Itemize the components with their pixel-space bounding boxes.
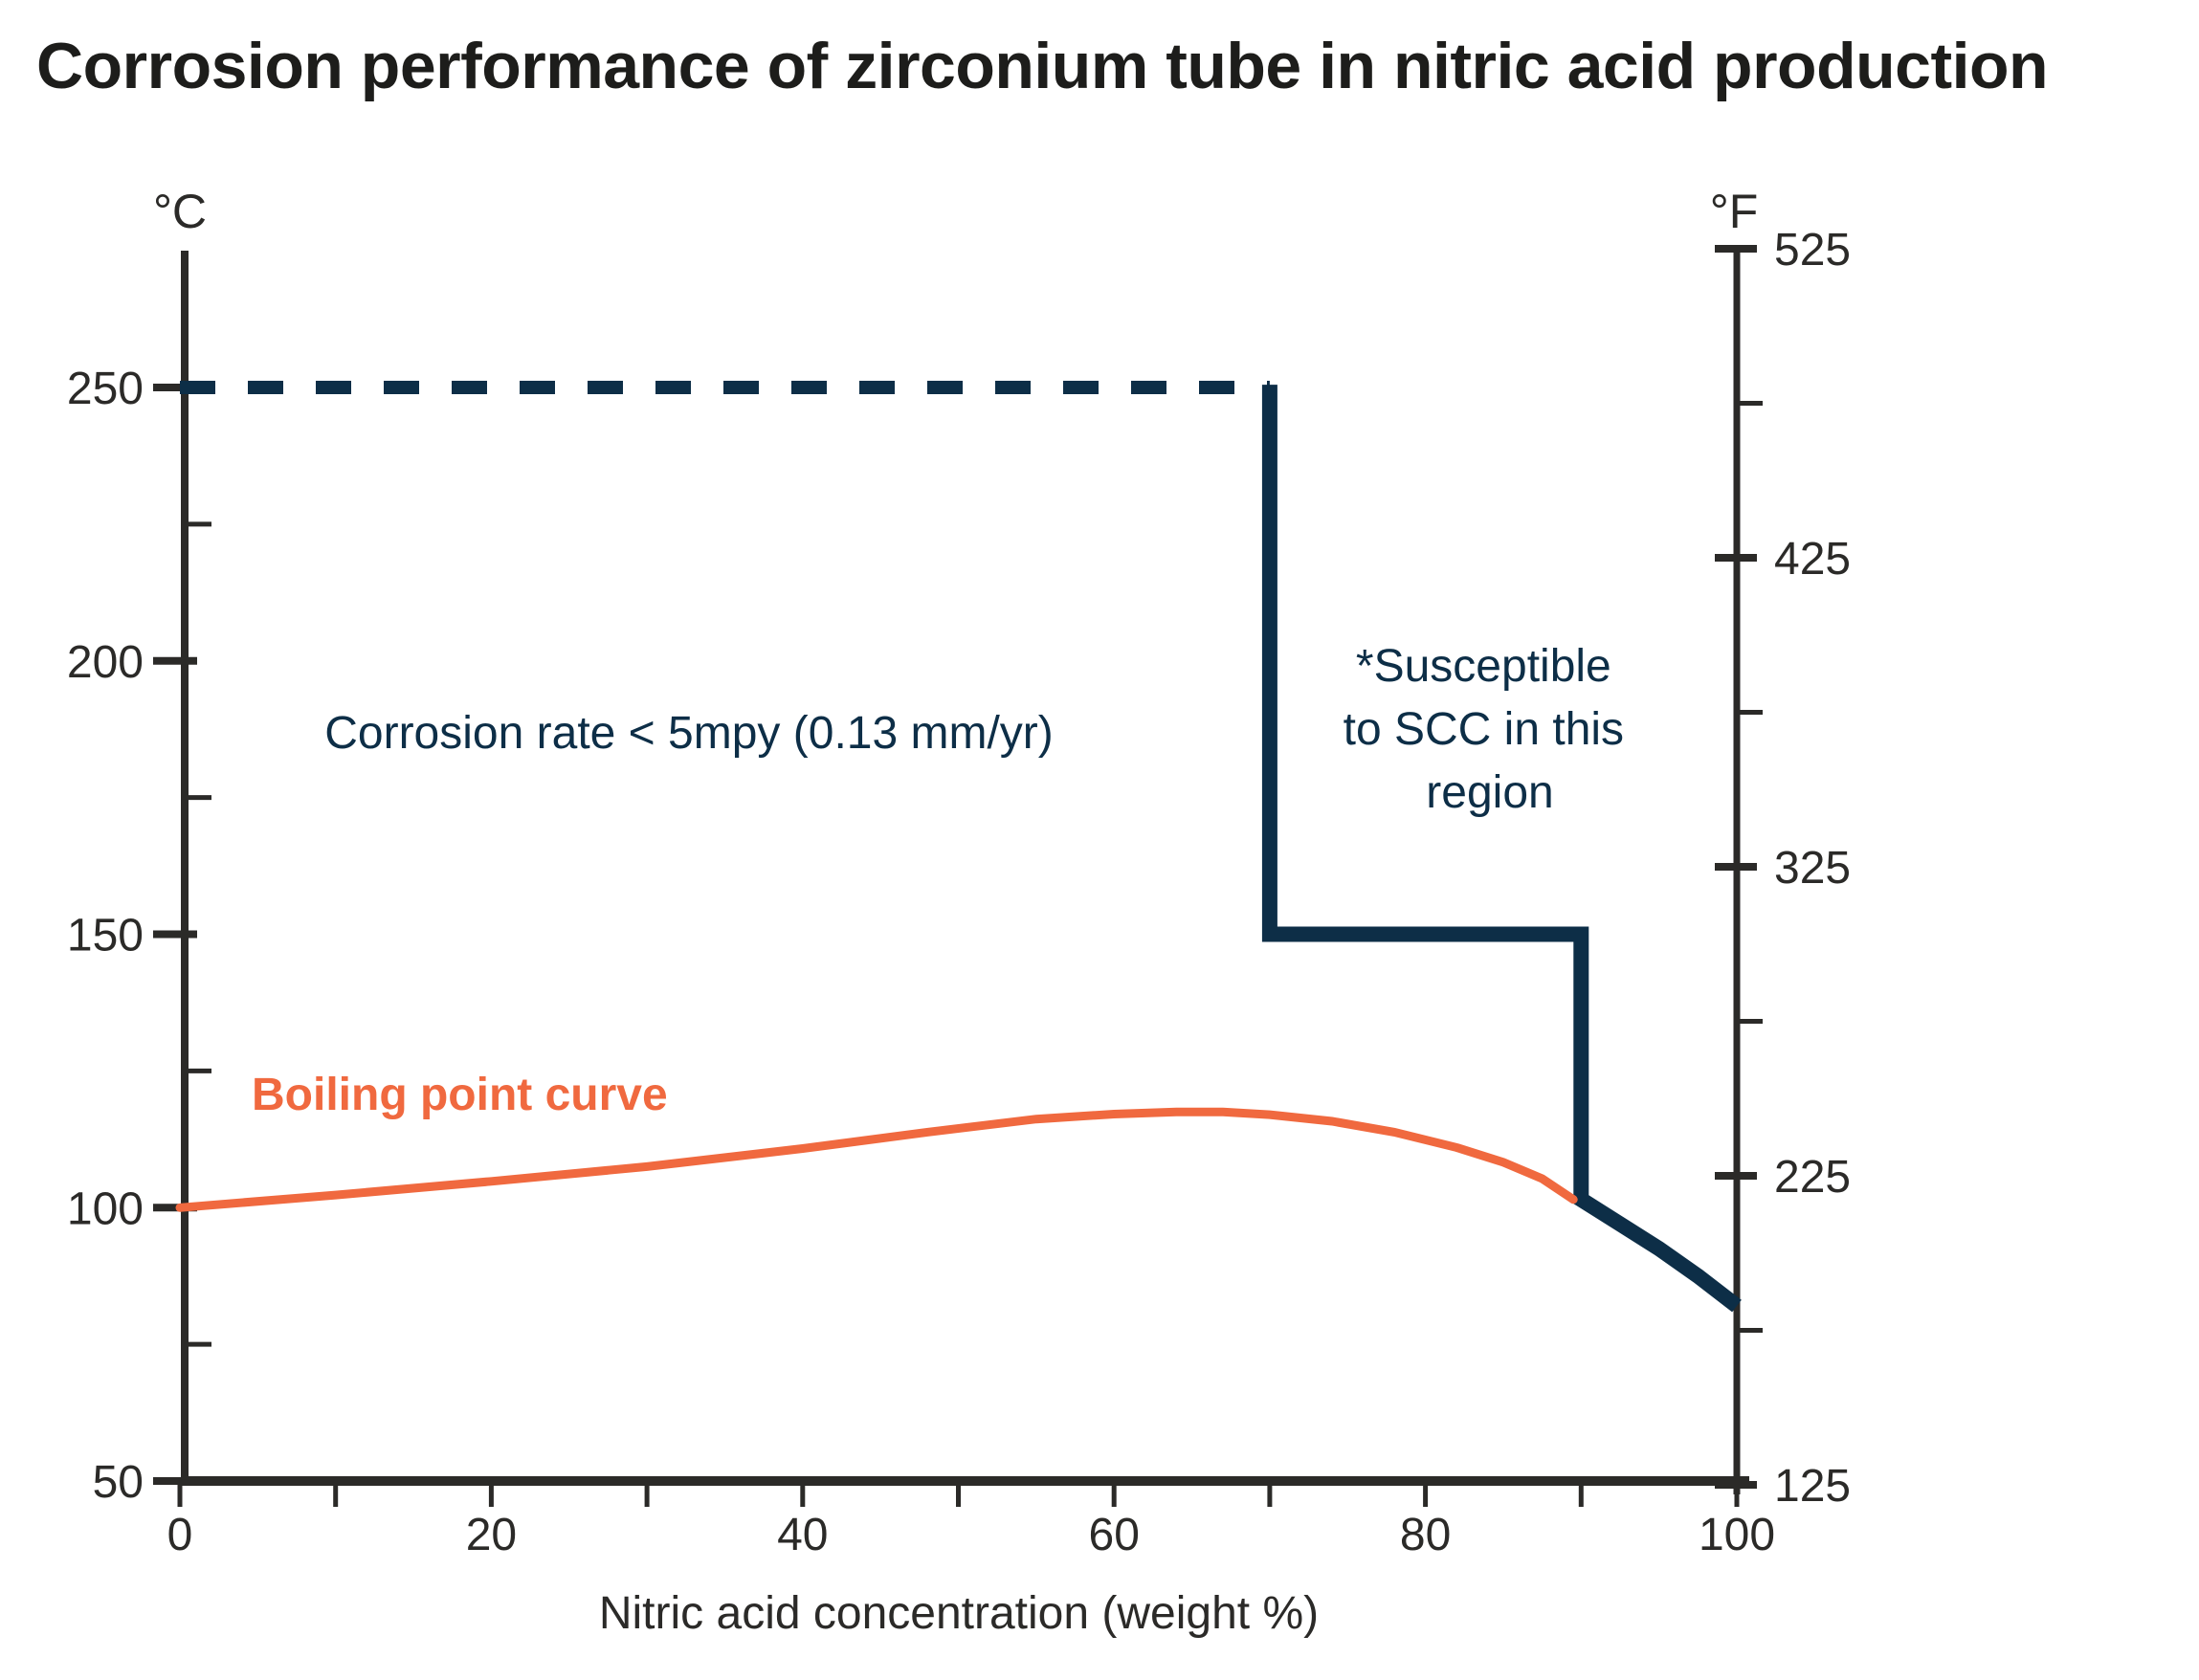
x-tick-label: 20 <box>466 1510 517 1560</box>
page-title: Corrosion performance of zirconium tube … <box>36 30 2048 102</box>
c-tick-label: 50 <box>93 1457 144 1508</box>
axes <box>181 247 1749 1494</box>
x-tick-label: 100 <box>1699 1510 1775 1560</box>
scc-annotation-line1: *Susceptible <box>1356 641 1611 692</box>
x-axis-title: Nitric acid concentration (weight %) <box>599 1588 1319 1639</box>
x-tick-label: 60 <box>1089 1510 1140 1560</box>
boiling-point-curve <box>175 1107 1578 1212</box>
x-tick-label: 40 <box>777 1510 828 1560</box>
scc-annotation-line2: to SCC in this <box>1344 704 1624 755</box>
scc-annotation-line3: region <box>1426 767 1553 818</box>
f-tick-label: 425 <box>1774 534 1851 585</box>
c-tick-label: 200 <box>67 637 144 688</box>
f-tick-label: 325 <box>1774 843 1851 894</box>
c-tick-label: 100 <box>67 1183 144 1234</box>
f-axis-unit-label: °F <box>1710 185 1759 238</box>
corrosion-rate-annotation: Corrosion rate < 5mpy (0.13 mm/yr) <box>324 708 1054 759</box>
scc-annotation: *Susceptible to SCC in this region <box>1344 641 1637 818</box>
f-tick-label: 125 <box>1774 1461 1851 1512</box>
f-tick-label: 525 <box>1774 225 1851 276</box>
scc-boundary-solid <box>1261 385 1742 1313</box>
c-tick-label: 150 <box>67 911 144 962</box>
f-tick-label: 225 <box>1774 1152 1851 1203</box>
axis-ticks: 50 100 150 200 250 125 225 325 425 525 0 20 40 60 80 10… <box>67 225 1851 1560</box>
x-tick-label: 80 <box>1400 1510 1451 1560</box>
c-tick-label: 250 <box>67 364 144 414</box>
c-axis-unit-label: °C <box>153 185 207 238</box>
x-tick-label: 0 <box>167 1510 193 1560</box>
boiling-point-curve-label: Boiling point curve <box>252 1070 668 1120</box>
data-series <box>175 381 1742 1313</box>
